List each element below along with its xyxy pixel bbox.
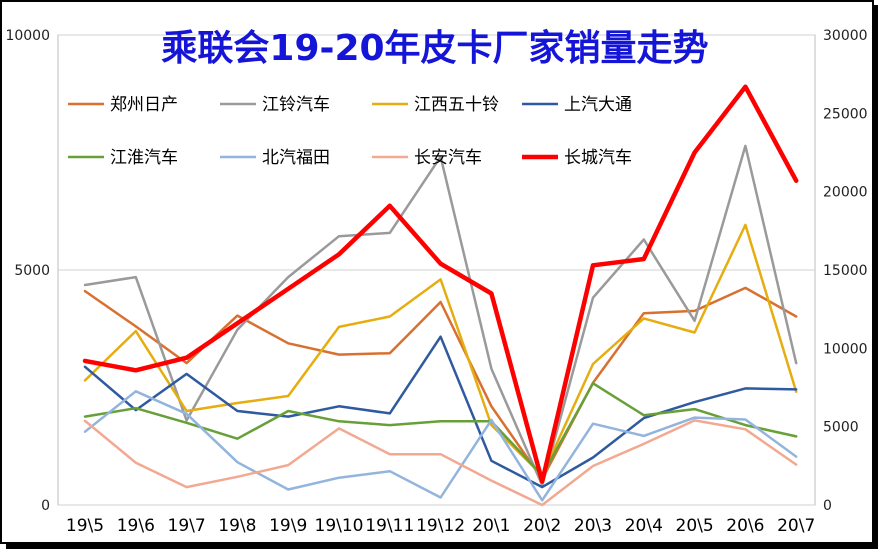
x-axis: 19\5 19\6 19\7 19\8 19\9 19\10 19\11 19\12 20\1 2…: [66, 516, 815, 536]
x-tick-label: 20\5: [676, 516, 714, 536]
x-tick-label: 20\7: [777, 516, 815, 536]
legend-label: 郑州日产: [110, 95, 178, 115]
legend-label: 长城汽车: [564, 148, 632, 168]
x-tick-label: 19\9: [269, 516, 307, 536]
series-line-3: [83, 335, 798, 489]
legend-label: 长安汽车: [414, 148, 482, 168]
x-tick-label: 19\6: [117, 516, 155, 536]
right-tick-label: 15000: [823, 263, 868, 279]
legend-label: 江西五十铃: [414, 95, 499, 115]
right-tick-label: 30000: [823, 28, 868, 44]
series-line-6: [83, 419, 798, 507]
series-line-2: [83, 223, 798, 477]
x-tick-label: 19\12: [416, 516, 465, 536]
left-tick-label: 10000: [5, 28, 50, 44]
x-tick-label: 19\10: [315, 516, 364, 536]
legend-label: 北汽福田: [262, 148, 330, 168]
frame-border: [0, 0, 874, 544]
right-axis: 0 5000 10000 15000 20000 25000 30000: [823, 28, 868, 514]
legend-label: 江淮汽车: [110, 148, 178, 168]
x-tick-label: 20\6: [726, 516, 764, 536]
chart-title: 乘联会19-20年皮卡厂家销量走势: [161, 28, 708, 69]
right-tick-label: 25000: [823, 106, 868, 122]
legend-label: 江铃汽车: [262, 95, 330, 115]
left-axis: 0 5000 10000: [5, 28, 50, 514]
series-line-5: [83, 390, 798, 502]
series-line-1: [83, 144, 798, 487]
gridlines: [58, 34, 815, 506]
x-tick-label: 19\5: [66, 516, 104, 536]
right-tick-label: 0: [823, 498, 832, 514]
x-tick-label: 20\2: [523, 516, 561, 536]
x-tick-label: 20\1: [472, 516, 510, 536]
x-tick-label: 19\7: [168, 516, 206, 536]
x-tick-label: 20\3: [574, 516, 612, 536]
series-line-4: [83, 382, 798, 477]
left-tick-label: 0: [41, 498, 50, 514]
legend-label: 上汽大通: [564, 95, 632, 115]
x-tick-label: 19\8: [218, 516, 256, 536]
series-lines: [82, 84, 799, 507]
series-line-7: [82, 84, 799, 484]
right-tick-label: 5000: [823, 420, 859, 436]
x-tick-label: 19\11: [365, 516, 414, 536]
x-tick-label: 20\4: [625, 516, 663, 536]
right-tick-label: 20000: [823, 185, 868, 201]
right-tick-label: 10000: [823, 341, 868, 357]
left-tick-label: 5000: [14, 263, 50, 279]
